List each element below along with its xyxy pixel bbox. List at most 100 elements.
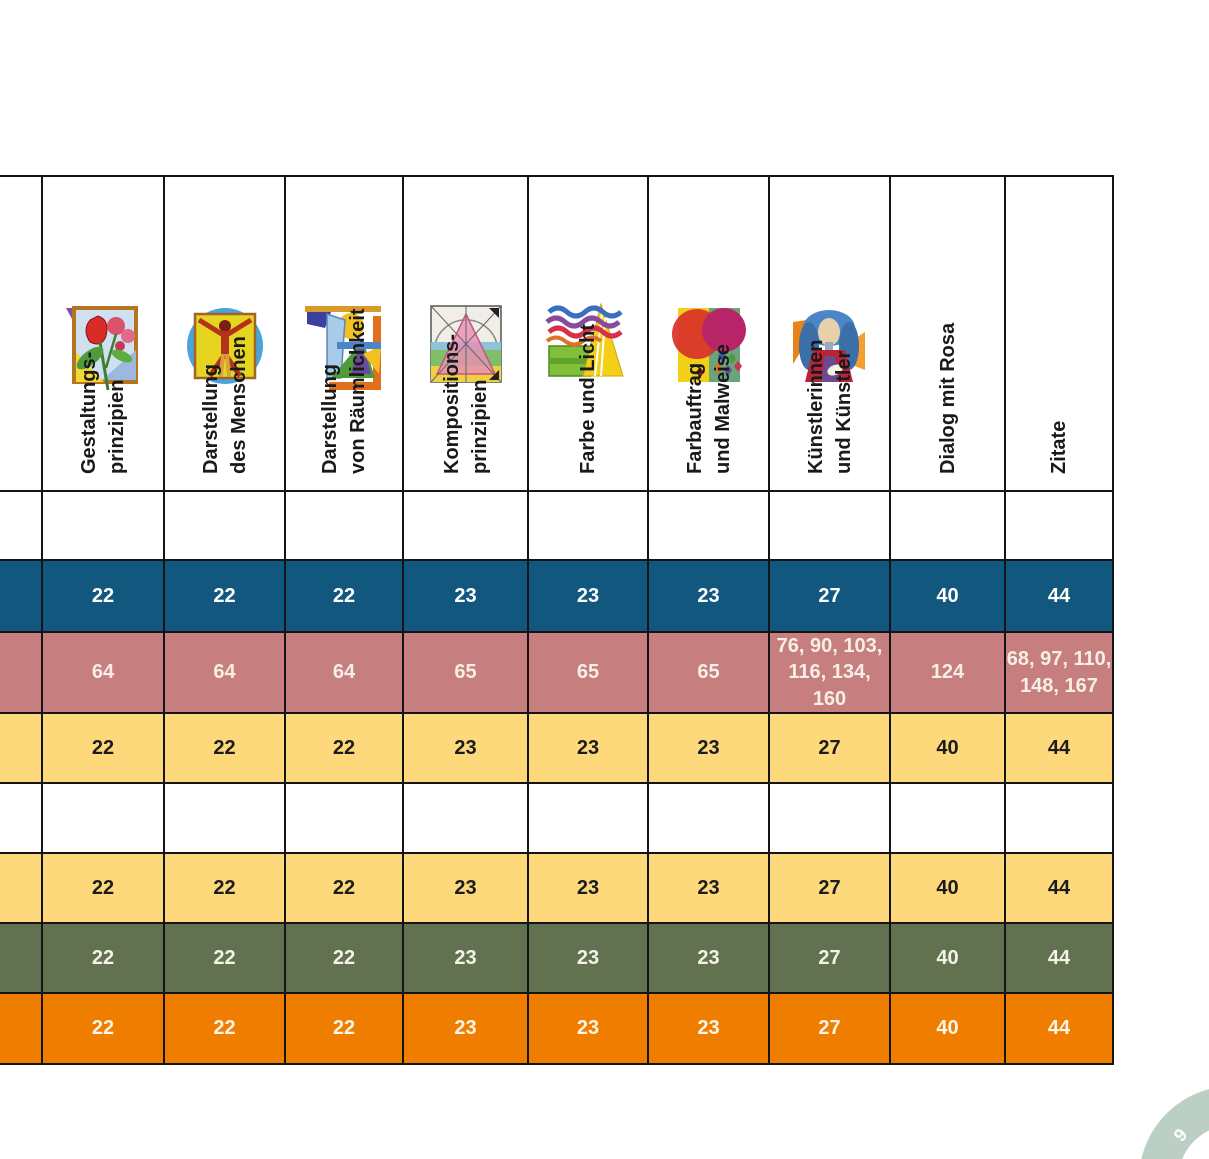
data-row: 22 22 22 23 23 23 27 40 44: [0, 852, 1114, 925]
column-header-kuenstlerinnen-und-kuenstler: Künstlerinnen und Künstler: [768, 175, 891, 492]
column-header-gestaltungsprinzipien: Gestaltungs- prinzipien: [41, 175, 165, 492]
table-cell: 23: [527, 712, 649, 785]
page-corner-decoration: 9: [1141, 1089, 1209, 1159]
column-header-farbauftrag-und-malweise: Farbauftrag und Malweise: [647, 175, 770, 492]
data-row: 22 22 22 23 23 23 27 40 44: [0, 992, 1114, 1066]
data-row: 22 22 22 23 23 23 27 40 44: [0, 712, 1114, 785]
color-light-waves-artwork: [545, 298, 631, 394]
table-cell: 23: [527, 852, 649, 925]
table-cell: 22: [284, 559, 404, 633]
table-cell: [889, 490, 1006, 561]
row-stub-cell: [0, 992, 43, 1066]
table-cell: 64: [163, 630, 286, 715]
column-label: Farbe und Licht: [577, 324, 599, 474]
table-cell: [41, 782, 165, 855]
paint-hearts-artwork: [666, 298, 752, 394]
table-cell: 27: [768, 559, 891, 633]
composition-triangle-artwork: [423, 298, 509, 394]
header-stub-cell: [0, 175, 43, 492]
table-cell: 22: [41, 712, 165, 785]
table-body: 22 22 22 23 23 23 27 40 44 64 64 64 65 65 65 76, 90, 10…: [0, 490, 1114, 1066]
table-cell: [527, 782, 649, 855]
table-cell: 44: [1004, 559, 1114, 633]
column-header-dialog-mit-rosa: Dialog mit Rosa: [889, 175, 1006, 492]
column-label: Farbauftrag und Malweise: [683, 343, 734, 474]
column-header-kompositionsprinzipien: Kompositions- prinzipien: [402, 175, 529, 492]
row-stub-cell: [0, 922, 43, 995]
column-label: Gestaltungs- prinzipien: [78, 351, 128, 474]
table-cell: 27: [768, 712, 891, 785]
table-cell: 23: [527, 559, 649, 633]
table-cell: [163, 490, 286, 561]
table-cell: 65: [527, 630, 649, 715]
table-cell: [163, 782, 286, 855]
row-stub-cell: [0, 852, 43, 925]
table-cell: 64: [284, 630, 404, 715]
table-cell: [647, 782, 770, 855]
table-cell: [1004, 490, 1114, 561]
table-cell: [647, 490, 770, 561]
table-cell: 23: [402, 712, 529, 785]
table-cell: 22: [284, 922, 404, 995]
table-cell: 27: [768, 992, 891, 1066]
column-label: Darstellung von Räumlichkeit: [319, 308, 369, 474]
header-row: Gestaltungs- prinzipien: [0, 175, 1114, 492]
data-row: 22 22 22 23 23 23 27 40 44: [0, 922, 1114, 995]
table-cell: [41, 490, 165, 561]
column-label: Zitate: [1048, 420, 1070, 474]
table-cell: 22: [41, 922, 165, 995]
table-cell: 40: [889, 992, 1006, 1066]
column-label: Kompositions- prinzipien: [440, 334, 491, 474]
table-cell: 65: [647, 630, 770, 715]
table-cell: 23: [402, 852, 529, 925]
table-cell: 124: [889, 630, 1006, 715]
table-cell: 64: [41, 630, 165, 715]
table-cell: 27: [768, 852, 891, 925]
table-cell: [889, 782, 1006, 855]
row-stub-cell: [0, 559, 43, 633]
vitruvian-figure-artwork: [182, 298, 268, 394]
table-cell: 44: [1004, 922, 1114, 995]
column-header-darstellung-des-menschen: Darstellung des Menschen: [163, 175, 286, 492]
table-cell: 40: [889, 922, 1006, 995]
table-cell: 40: [889, 712, 1006, 785]
data-row: 22 22 22 23 23 23 27 40 44: [0, 559, 1114, 633]
table-cell: 23: [647, 559, 770, 633]
table-cell: 23: [402, 559, 529, 633]
column-header-zitate: Zitate: [1004, 175, 1114, 492]
table-cell: 44: [1004, 852, 1114, 925]
table-cell: [284, 490, 404, 561]
content-matrix-table: Gestaltungs- prinzipien: [0, 175, 1114, 1066]
table-cell: 44: [1004, 712, 1114, 785]
table-cell: 40: [889, 559, 1006, 633]
table-cell: 23: [402, 992, 529, 1066]
table-cell: 22: [163, 922, 286, 995]
row-stub-cell: [0, 782, 43, 855]
table-cell: 23: [647, 992, 770, 1066]
table-cell: 22: [41, 852, 165, 925]
table-cell: 44: [1004, 992, 1114, 1066]
row-stub-cell: [0, 712, 43, 785]
table-cell: [1004, 782, 1114, 855]
painter-portrait-artwork: [787, 298, 873, 394]
table-cell: [284, 782, 404, 855]
table-cell: 23: [647, 852, 770, 925]
table-cell: 22: [41, 992, 165, 1066]
table-cell: 68, 97, 110, 148, 167: [1004, 630, 1114, 715]
table-cell: [527, 490, 649, 561]
table-cell: [402, 782, 529, 855]
row-stub-cell: [0, 630, 43, 715]
table-cell: 22: [41, 559, 165, 633]
table-cell: [402, 490, 529, 561]
table-cell: 76, 90, 103, 116, 134, 160: [768, 630, 891, 715]
column-label: Dialog mit Rosa: [936, 322, 959, 474]
table-cell: 23: [527, 992, 649, 1066]
table-cell: 40: [889, 852, 1006, 925]
table-cell: 23: [527, 922, 649, 995]
table-cell: 22: [284, 992, 404, 1066]
table-cell: 22: [163, 559, 286, 633]
column-header-darstellung-von-raeumlichkeit: Darstellung von Räumlichkeit: [284, 175, 404, 492]
table-cell: 22: [284, 852, 404, 925]
table-cell: 23: [647, 712, 770, 785]
